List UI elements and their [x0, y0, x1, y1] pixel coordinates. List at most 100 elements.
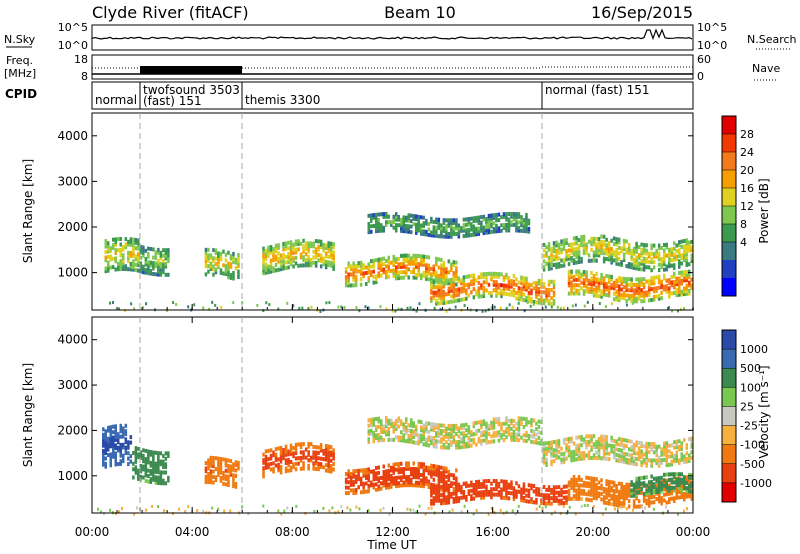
heatmap-cell — [495, 479, 498, 484]
heatmap-cell — [380, 223, 383, 228]
heatmap-cell — [527, 488, 531, 493]
heatmap-cell — [124, 242, 128, 247]
heatmap-cell — [162, 454, 165, 459]
heatmap-cell — [670, 472, 673, 477]
heatmap-cell — [277, 259, 280, 264]
heatmap-cell — [262, 504, 265, 508]
heatmap-cell — [447, 489, 451, 494]
heatmap-cell — [678, 447, 681, 452]
heatmap-cell — [610, 249, 613, 254]
heatmap-cell — [487, 219, 491, 224]
heatmap-cell — [595, 488, 598, 493]
heatmap-cell — [304, 257, 308, 262]
heatmap-cell — [367, 224, 370, 229]
heatmap-cell — [507, 284, 511, 289]
heatmap-cell — [467, 425, 471, 430]
heatmap-cell — [617, 437, 621, 442]
heatmap-cell — [550, 445, 553, 450]
heatmap-cell — [347, 283, 350, 288]
heatmap-cell — [477, 428, 481, 433]
heatmap-cell — [447, 423, 451, 428]
heatmap-cell — [587, 492, 591, 497]
heatmap-cell — [537, 287, 541, 291]
heatmap-cell — [420, 229, 423, 233]
heatmap-cell — [139, 450, 143, 455]
velocity-data — [97, 416, 693, 516]
heatmap-cell — [545, 287, 548, 292]
heatmap-cell — [387, 274, 390, 279]
heatmap-cell — [510, 214, 513, 219]
heatmap-cell — [407, 434, 410, 438]
heatmap-cell — [502, 291, 506, 296]
heatmap-cell — [517, 301, 520, 305]
heatmap-cell — [592, 495, 596, 500]
heatmap-cell — [550, 266, 553, 271]
heatmap-cell — [660, 452, 663, 457]
heatmap-cell — [587, 442, 591, 447]
heatmap-cell — [552, 496, 556, 501]
heatmap-cell — [440, 437, 443, 442]
heatmap-cell — [637, 255, 641, 260]
heatmap-cell — [114, 454, 117, 459]
heatmap-cell — [367, 270, 370, 275]
heatmap-cell — [329, 464, 333, 469]
heatmap-cell — [562, 440, 566, 445]
heatmap-cell — [605, 482, 608, 487]
heatmap-cell — [212, 272, 215, 277]
heatmap-cell — [645, 475, 648, 480]
heatmap-cell — [292, 451, 295, 456]
heatmap-cell — [688, 480, 691, 485]
heatmap-cell — [505, 485, 508, 490]
heatmap-cell — [132, 467, 135, 472]
heatmap-cell — [685, 263, 688, 267]
heatmap-cell — [552, 301, 556, 306]
heatmap-cell — [585, 273, 588, 277]
heatmap-cell — [605, 246, 608, 250]
heatmap-cell — [575, 272, 578, 277]
heatmap-cell — [575, 480, 578, 485]
heatmap-cell — [507, 426, 511, 431]
heatmap-cell — [540, 281, 543, 286]
heatmap-cell — [427, 271, 431, 276]
heatmap-cell — [232, 257, 235, 262]
heatmap-cell — [625, 299, 628, 303]
heatmap-cell — [319, 264, 323, 269]
heatmap-cell — [565, 445, 568, 450]
heatmap-cell — [214, 478, 218, 482]
heatmap-cell — [397, 276, 400, 281]
heatmap-cell — [462, 289, 466, 294]
heatmap-cell — [530, 428, 533, 433]
heatmap-cell — [577, 496, 581, 501]
heatmap-cell — [202, 509, 205, 513]
heatmap-cell — [152, 247, 155, 252]
heatmap-cell — [550, 448, 553, 453]
heatmap-cell — [616, 507, 619, 510]
heatmap-cell — [440, 231, 443, 236]
heatmap-cell — [512, 432, 516, 437]
heatmap-cell — [204, 469, 208, 474]
heatmap-cell — [527, 296, 531, 301]
cpid-segment-twofsound: twofsound 3503 — [143, 83, 240, 97]
heatmap-cell — [500, 490, 503, 495]
heatmap-cell — [670, 454, 673, 459]
heatmap-cell — [439, 307, 442, 311]
heatmap-cell — [109, 455, 112, 460]
heatmap-cell — [572, 496, 576, 501]
heatmap-cell — [204, 258, 208, 263]
heatmap-cell — [410, 224, 413, 229]
heatmap-cell — [102, 438, 105, 443]
heatmap-cell — [262, 469, 265, 473]
heatmap-cell — [427, 269, 431, 274]
heatmap-cell — [124, 267, 128, 272]
heatmap-cell — [295, 504, 298, 508]
heatmap-cell — [405, 439, 408, 444]
heatmap-cell — [642, 251, 646, 256]
heatmap-cell — [607, 274, 611, 279]
heatmap-cell — [395, 481, 398, 486]
heatmap-cell — [377, 484, 380, 489]
heatmap-cell — [627, 242, 631, 247]
heatmap-cell — [328, 301, 331, 305]
heatmap-cell — [660, 489, 663, 494]
heatmap-cell — [392, 263, 395, 267]
heatmap-cell — [532, 484, 536, 488]
